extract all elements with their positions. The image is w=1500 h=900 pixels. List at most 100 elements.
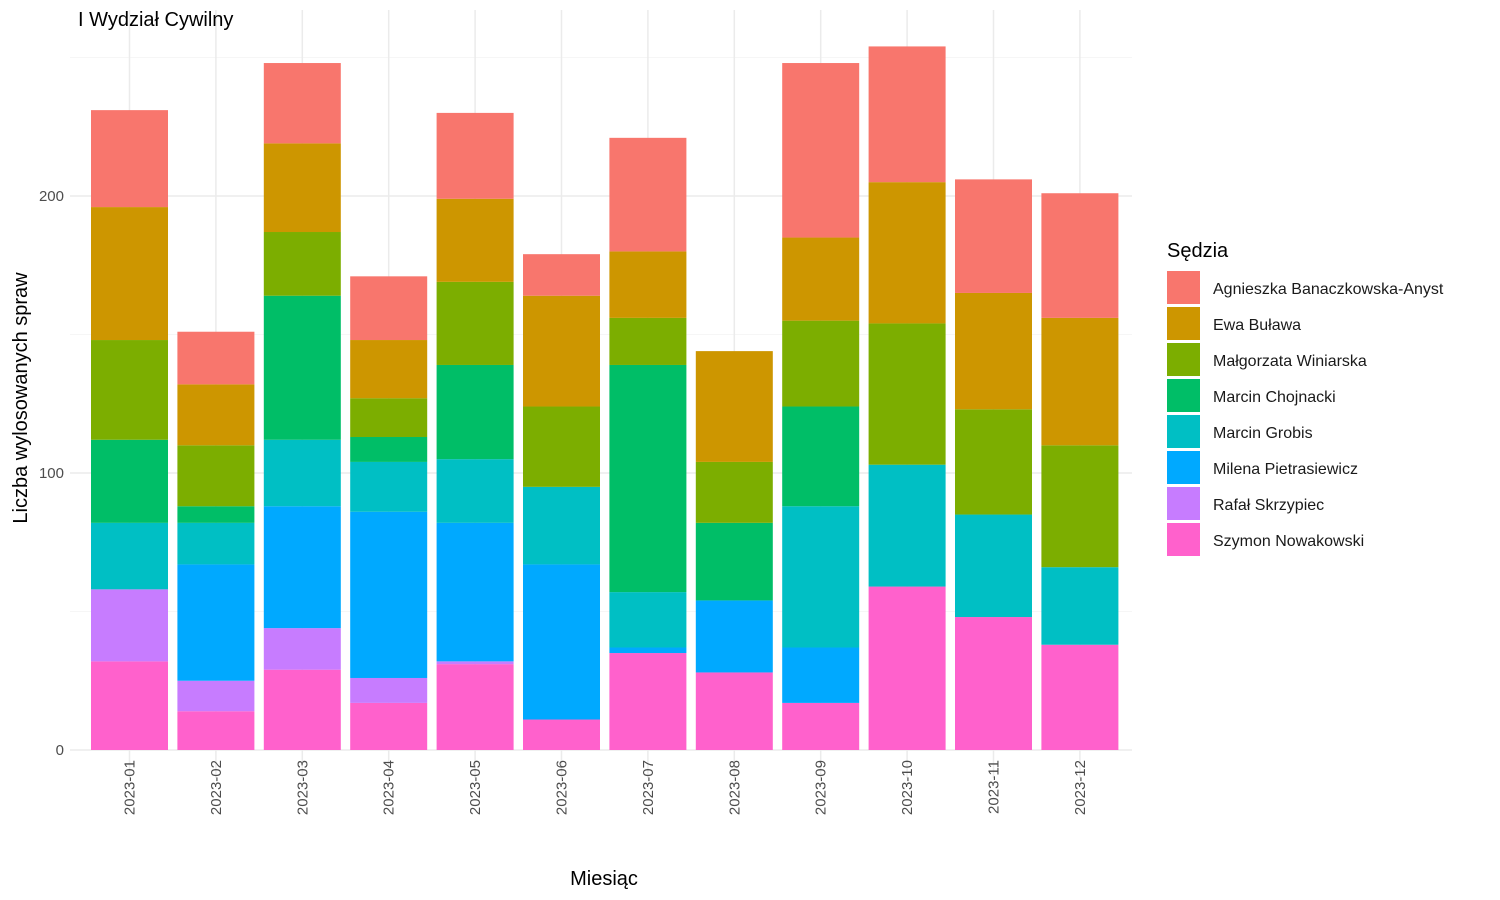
bar-segment <box>91 110 168 208</box>
legend-key <box>1167 487 1200 520</box>
legend-label: Marcin Grobis <box>1213 425 1313 442</box>
bar-segment <box>523 406 600 487</box>
bar-segment <box>436 664 514 750</box>
bar-segment <box>695 461 773 523</box>
legend: Sędzia Agnieszka Banaczkowska-Anyst Ewa B… <box>1167 240 1444 556</box>
bar-segment <box>868 182 946 324</box>
x-tick-label: 2023-03 <box>294 760 311 815</box>
bar-segment <box>955 617 1032 750</box>
bars <box>91 46 1119 750</box>
bar-segment <box>695 672 773 750</box>
bar-segment <box>263 628 341 670</box>
y-axis-title: Liczba wylosowanych spraw <box>10 272 32 524</box>
x-axis-ticks: 2023-01 2023-02 2023-03 2023-04 2023-05 2023-… <box>122 760 1089 815</box>
bar-segment <box>350 436 428 462</box>
bar-segment <box>350 461 428 512</box>
bar-segment <box>91 439 168 523</box>
legend-key <box>1167 271 1200 304</box>
bar-segment <box>263 669 341 750</box>
legend-label: Milena Pietrasiewicz <box>1213 461 1358 478</box>
legend-key <box>1167 343 1200 376</box>
bar-segment <box>263 295 341 440</box>
bar-segment <box>609 317 687 365</box>
legend-title: Sędzia <box>1167 240 1229 262</box>
bar-segment <box>91 340 168 440</box>
bar-segment <box>955 514 1032 618</box>
bar-segment <box>91 661 168 750</box>
bar-segment <box>263 143 341 233</box>
bar-segment <box>523 254 600 296</box>
bar-segment <box>436 198 514 282</box>
x-tick-label: 2023-09 <box>813 760 830 815</box>
x-tick-label: 2023-10 <box>899 760 916 815</box>
bar-segment <box>609 653 687 750</box>
bar-segment <box>177 331 255 385</box>
bar-segment <box>695 351 773 462</box>
legend-key <box>1167 379 1200 412</box>
bar-segment <box>523 295 600 407</box>
legend-label: Agnieszka Banaczkowska-Anyst <box>1213 281 1444 298</box>
x-tick-label: 2023-07 <box>640 760 657 815</box>
bar-segment <box>782 702 860 750</box>
bar-segment <box>177 522 255 565</box>
bar-segment <box>868 586 946 750</box>
bar-segment <box>609 251 687 318</box>
bar-segment <box>177 711 255 750</box>
bar-segment <box>263 439 341 507</box>
bar-segment <box>436 281 514 365</box>
bar-segment <box>609 364 687 593</box>
bar-segment <box>1041 317 1119 446</box>
bar-segment <box>350 702 428 750</box>
bar-segment <box>436 112 514 199</box>
bar-segment <box>782 647 860 703</box>
bar-segment <box>177 564 255 681</box>
legend-label: Marcin Chojnacki <box>1213 389 1336 406</box>
bar-segment <box>1041 644 1119 750</box>
bar-segment <box>609 647 687 654</box>
x-tick-label: 2023-05 <box>467 760 484 815</box>
bar-segment <box>1041 567 1119 645</box>
bar-segment <box>1041 445 1119 568</box>
y-tick-label: 0 <box>56 742 64 759</box>
legend-key <box>1167 451 1200 484</box>
bar-segment <box>782 320 860 407</box>
bar-segment <box>436 459 514 523</box>
x-tick-label: 2023-02 <box>208 760 225 815</box>
bar-segment <box>350 276 428 341</box>
bar-segment <box>523 486 600 565</box>
bar-segment <box>782 237 860 321</box>
legend-key <box>1167 307 1200 340</box>
bar-segment <box>350 398 428 437</box>
x-tick-label: 2023-01 <box>122 760 139 815</box>
bar-segment <box>436 364 514 460</box>
legend-label: Małgorzata Winiarska <box>1213 353 1367 370</box>
legend-key <box>1167 415 1200 448</box>
bar-segment <box>523 564 600 720</box>
bar-segment <box>609 137 687 252</box>
bar-segment <box>868 46 946 183</box>
bar-segment <box>263 63 341 144</box>
bar-segment <box>868 464 946 587</box>
bar-segment <box>350 340 428 399</box>
bar-segment <box>263 232 341 296</box>
bar-segment <box>955 179 1032 293</box>
legend-key <box>1167 523 1200 556</box>
bar-segment <box>1041 193 1119 318</box>
x-tick-label: 2023-04 <box>381 760 398 815</box>
bar-segment <box>91 522 168 590</box>
bar-segment <box>955 292 1032 410</box>
x-tick-label: 2023-08 <box>726 760 743 815</box>
x-tick-label: 2023-11 <box>986 760 1003 814</box>
legend-label: Rafał Skrzypiec <box>1213 497 1324 514</box>
bar-segment <box>177 445 255 507</box>
bar-segment <box>177 506 255 523</box>
bar-segment <box>868 323 946 465</box>
bar-segment <box>263 506 341 629</box>
y-tick-label: 200 <box>39 188 64 205</box>
bar-segment <box>782 506 860 648</box>
bar-segment <box>695 600 773 673</box>
bar-segment <box>782 406 860 507</box>
bar-segment <box>350 511 428 678</box>
bar-segment <box>177 384 255 446</box>
